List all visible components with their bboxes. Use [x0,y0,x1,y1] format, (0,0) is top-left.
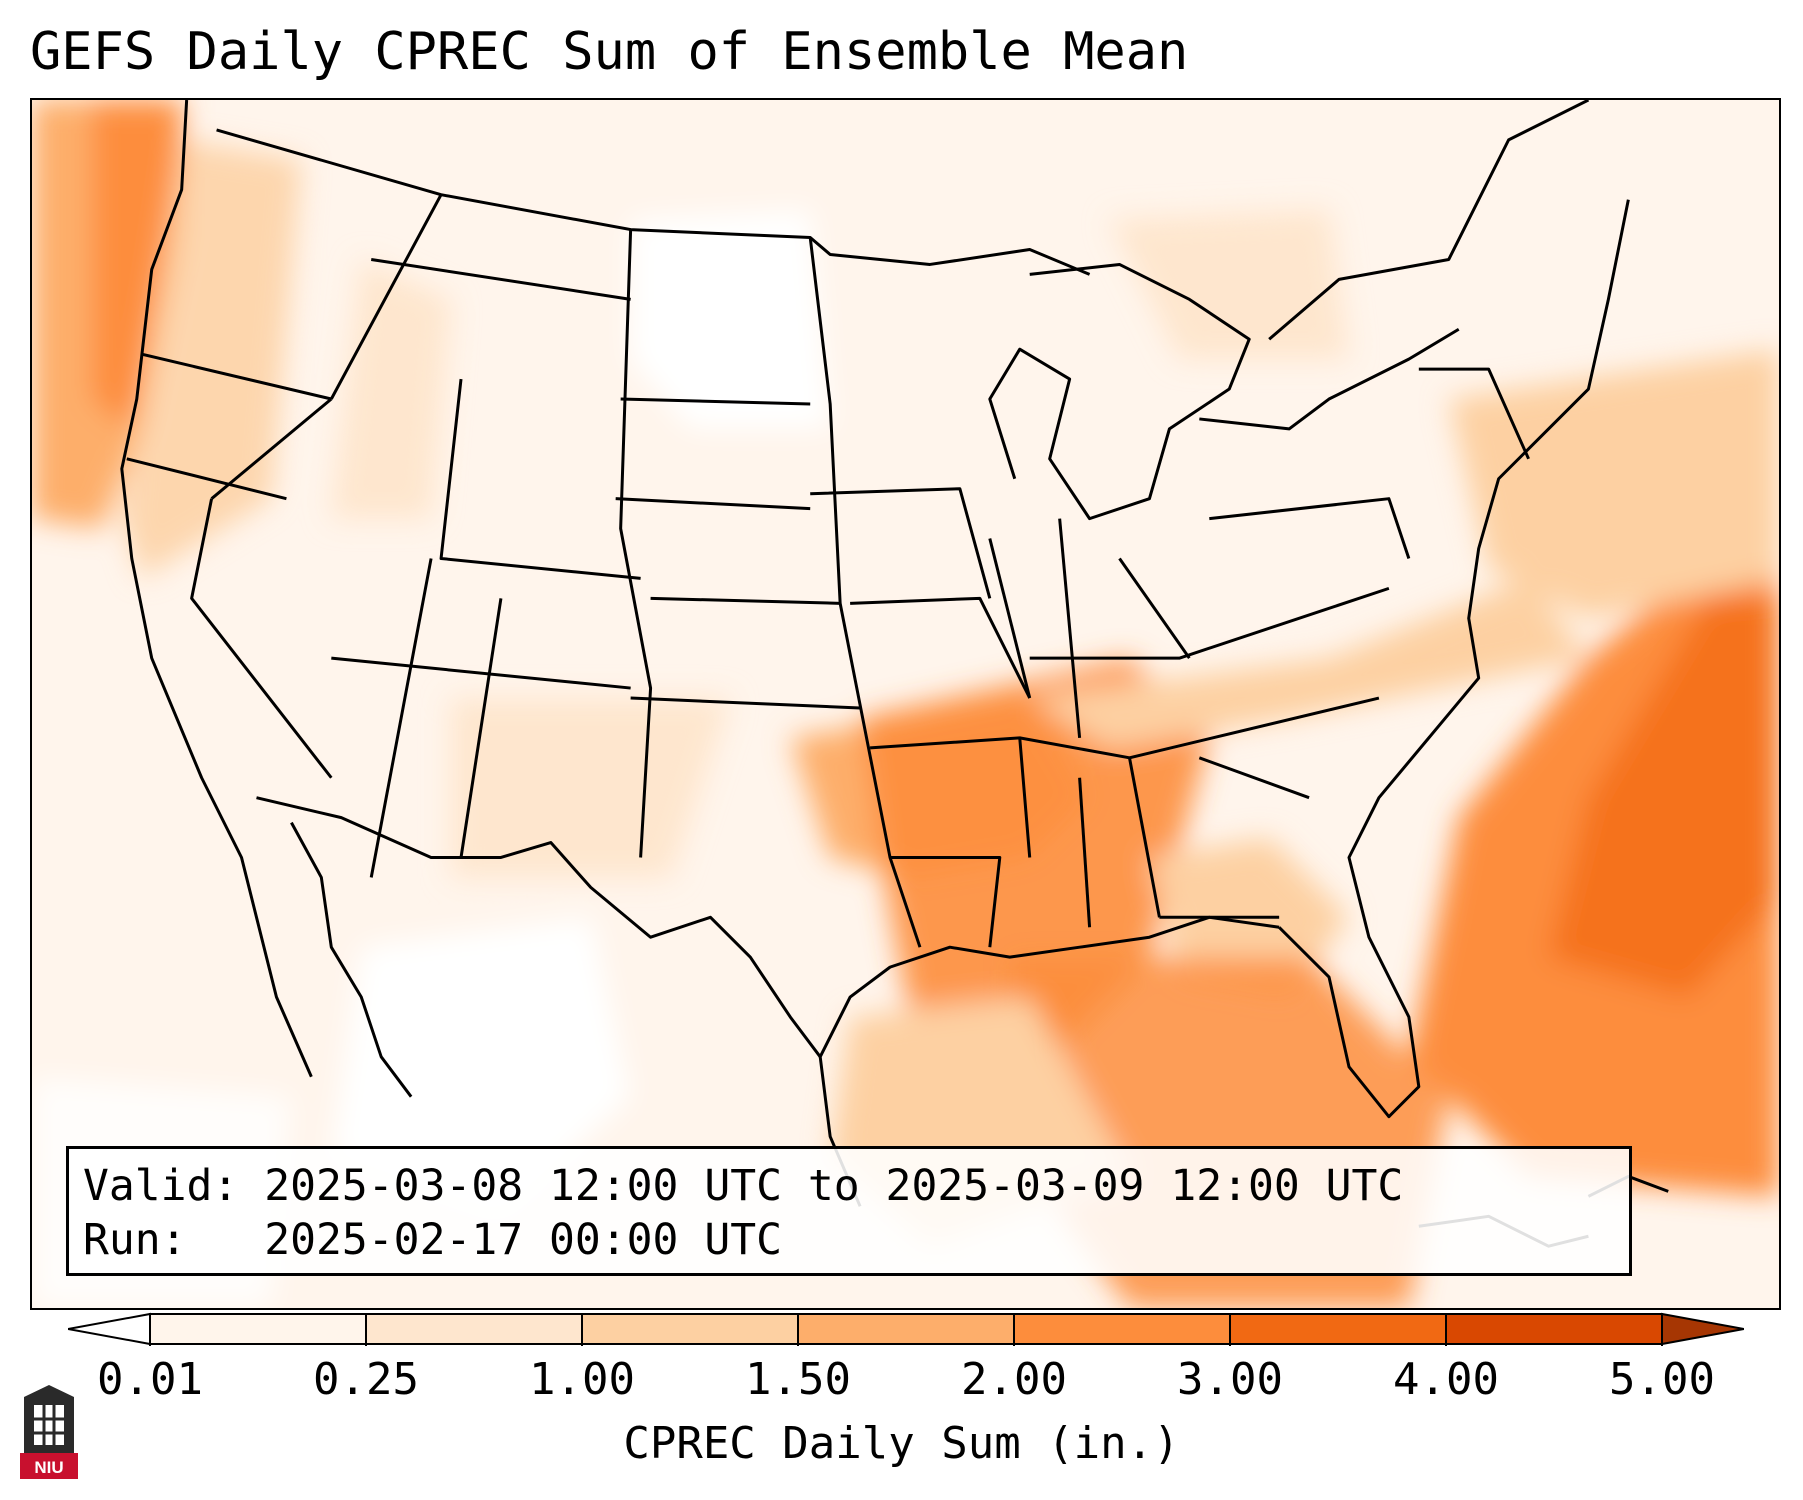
new-england-border [1418,367,1530,460]
university-logo-icon: NIU [20,1385,78,1479]
logo-banner [20,1453,78,1479]
precip-area-lower-mississippi [860,658,1210,1097]
precip-area-pacific-coast-core [91,100,182,429]
us-canada-border [216,128,1091,276]
utah-arizona-border [331,656,631,690]
kansas-border [650,596,841,605]
run-label: Run: [83,1215,187,1265]
colorbar-tick-label: 1.00 [529,1354,635,1405]
map-canvas [32,100,1779,1308]
indiana-border [1058,518,1082,739]
lake-erie-outline [1199,327,1460,431]
idaho-nevada-border [210,397,333,500]
colorbar-under-arrow [68,1312,151,1346]
nevada-california-border [190,498,333,779]
colorbar-tick-label: 3.00 [1177,1354,1283,1405]
map-title: GEFS Daily CPREC Sum of Ensemble Mean [30,22,1189,82]
precip-area-tennessee-valley [1029,578,1589,748]
colorbar [68,1312,1744,1346]
west-coastline [120,100,313,1078]
alabama-georgia-border [1128,757,1161,918]
carolina-border [1198,756,1310,800]
iowa-border [810,487,992,599]
washington-oregon-border [141,352,332,401]
colorbar-segment [150,1314,367,1344]
colorbar-segment [366,1314,583,1344]
precip-area-dry-mexico [331,917,631,1217]
missouri-border [850,596,1032,699]
plains-western-border [619,229,653,858]
logo-text: NIU [34,1458,63,1477]
map-borders [120,100,1669,1248]
colorbar-segments [150,1314,1663,1344]
gulf-coastline [818,915,1280,1207]
us-mexico-border [256,796,822,1058]
colorbar-tick-label: 4.00 [1393,1354,1499,1405]
east-coastline [1278,199,1630,1119]
wyoming-colorado-border [439,378,641,580]
central-border [808,237,922,948]
northeast-border [1268,100,1590,341]
mexico-coastline [290,821,413,1098]
colorbar-segment [582,1314,799,1344]
valid-value: 2025-03-08 12:00 UTC to 2025-03-09 12:00… [264,1161,1404,1211]
colorbar-segment [1014,1314,1231,1344]
montana-wyoming-border [370,257,631,301]
colorbar-tick-label: 2.00 [961,1354,1067,1405]
validity-box: Valid: 2025-03-08 12:00 UTC to 2025-03-0… [66,1146,1632,1276]
colorado-western-border [459,598,503,858]
colorbar-over-arrow [1661,1312,1744,1346]
precip-area-atlantic-core [1548,598,1779,998]
colorbar-tick-label: 1.50 [745,1354,851,1405]
louisiana-border [890,855,1002,948]
idaho-western-border [329,193,443,400]
colorbar-segment [1230,1314,1447,1344]
colorbar-segment [798,1314,1015,1344]
logo-window-panel [34,1405,64,1445]
precip-area-northeast [1448,349,1779,619]
mississippi-alabama-border [1078,777,1092,928]
utah-nevada-border [369,558,433,878]
colorbar-ticks [149,1314,1663,1346]
oklahoma-border [630,696,861,710]
colorbar-tick-label: 0.25 [313,1354,419,1405]
precip-area-southwest [451,698,731,878]
valid-label: Valid: [83,1161,239,1211]
colorbar-tick-label: 5.00 [1609,1354,1715,1405]
precip-area-dry-north-dakota [630,209,831,429]
south-dakota-border [620,397,811,406]
illinois-border [988,538,1032,699]
colorbar-label: CPREC Daily Sum (in.) [623,1418,1180,1469]
ohio-border [1118,557,1191,660]
great-lakes-outline [988,262,1251,521]
kentucky-virginia-border [1029,586,1390,660]
nebraska-border [615,497,811,511]
colorbar-tick-labels: 0.01 0.25 1.00 1.50 2.00 3.00 4.00 5.00 [0,1355,1803,1407]
colorbar-tick-label: 0.01 [97,1354,203,1405]
precip-area-idaho [331,259,452,519]
oregon-california-border [126,457,287,501]
pennsylvania-border [1209,497,1411,559]
run-value: 2025-02-17 00:00 UTC [264,1215,782,1265]
precipitation-map [30,98,1781,1310]
colorbar-segment [1446,1314,1663,1344]
